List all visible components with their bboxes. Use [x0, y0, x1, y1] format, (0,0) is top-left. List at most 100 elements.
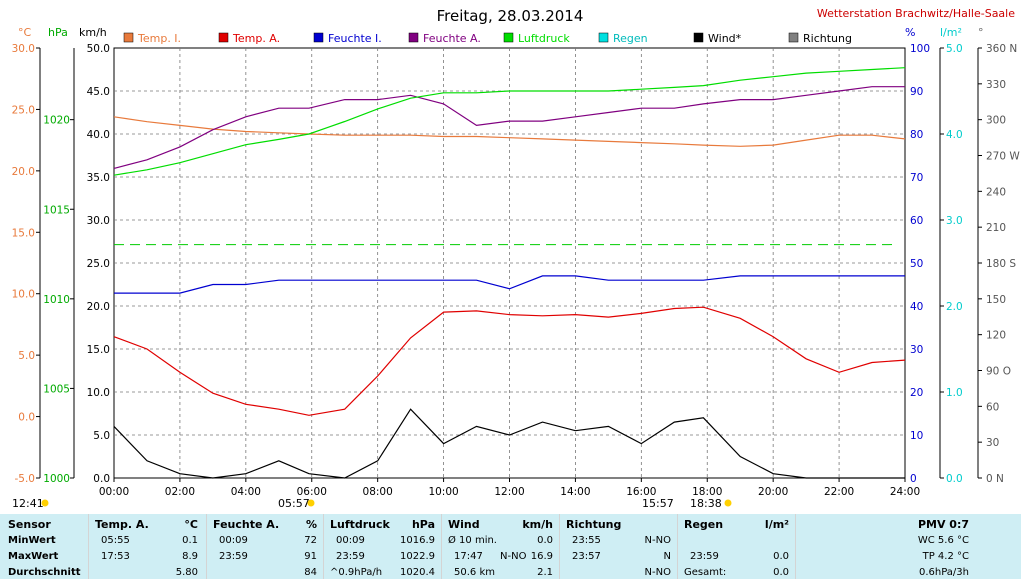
sunrise-time: 05:57	[278, 497, 310, 510]
wind-tick-label: 30.0	[87, 215, 110, 227]
dir-row3-val: N-NO	[644, 567, 671, 578]
dir-row1-val: N-NO	[644, 535, 671, 546]
wind-tick-label: 5.0	[93, 430, 110, 442]
rain-tick-label: 2.0	[946, 301, 963, 313]
hum-tick-label: 10	[910, 430, 923, 442]
press-max-val: 1022.9	[400, 551, 435, 562]
legend-label-6: Wind*	[708, 32, 742, 45]
press-min-time: 00:09	[336, 535, 365, 546]
time-tick-label: 14:00	[560, 486, 590, 498]
station-name: Wetterstation Brachwitz/Halle-Saale	[817, 7, 1015, 20]
hum-tick-label: 100	[910, 43, 930, 55]
temp-unit: °C	[18, 26, 32, 39]
hum-tick-label: 70	[910, 172, 923, 184]
wind-tick-label: 40.0	[87, 129, 110, 141]
time-tick-label: 04:00	[231, 486, 261, 498]
hum-tick-label: 90	[910, 86, 923, 98]
dir-tick-label: 150	[986, 294, 1006, 306]
temp-min-val: 0.1	[182, 535, 198, 546]
temp-tick-label: -5.0	[15, 473, 36, 485]
hum-tick-label: 20	[910, 387, 923, 399]
press-unit: hPa	[48, 26, 68, 39]
legend-label-7: Richtung	[803, 32, 852, 45]
temp-tick-label: 10.0	[12, 289, 35, 301]
rain-row2-val: 0.0	[773, 551, 789, 562]
time-left: 12:41	[12, 497, 44, 510]
wind-distance: 50.6 km	[454, 567, 495, 578]
time-tick-label: 20:00	[758, 486, 788, 498]
legend-label-5: Regen	[613, 32, 648, 45]
press-tick-label: 1020	[43, 115, 70, 127]
dir-tick-label: 120	[986, 330, 1006, 342]
temp-footer-unit: °C	[184, 518, 198, 531]
temp-title: Temp. A.	[95, 518, 149, 531]
dir-tick-label: 240	[986, 186, 1006, 198]
wind-tick-label: 20.0	[87, 301, 110, 313]
dir-row2-time: 23:57	[572, 551, 601, 562]
dir-block: Richtung 23:55 N-NO 23:57 N N-NO	[560, 514, 677, 579]
dir-tick-label: 300	[986, 115, 1006, 127]
series-line-5	[113, 408, 905, 479]
time-tick-label: 08:00	[363, 486, 393, 498]
dir-row2-val: N	[663, 551, 671, 562]
dir-tick-label: 0 N	[986, 473, 1004, 485]
dir-tick-label: 270 W	[986, 151, 1020, 163]
hum-tick-label: 30	[910, 344, 923, 356]
pmv-block: PMV 0:7 WC 5.6 °C TP 4.2 °C 0.6hPa/3h	[796, 514, 1021, 579]
press-avg-val: 1020.4	[400, 567, 435, 578]
wind-unit: km/h	[79, 26, 107, 39]
legend: Temp. I. Temp. A. Feuchte I. Feuchte A. Luft…	[123, 32, 852, 45]
sunset-icon	[724, 499, 732, 507]
legend-swatch-4	[503, 32, 514, 43]
wind-max-val: 16.9	[530, 551, 553, 562]
row-label-avg: Durchschnitt	[8, 567, 81, 578]
row-label-max: MaxWert	[8, 551, 59, 562]
hum-tick-label: 60	[910, 215, 923, 227]
time-tick-label: 18:00	[692, 486, 722, 498]
sun-icon-left	[41, 499, 49, 507]
wind-tick-label: 25.0	[87, 258, 110, 270]
hum-block: Feuchte A. % 00:09 72 23:59 91 84	[207, 514, 323, 579]
temp-block: Temp. A. °C 05:55 0.1 17:53 8.9 5.80	[89, 514, 206, 579]
chart-title: Freitag, 28.03.2014	[437, 7, 584, 25]
wind-avg10-label: Ø 10 min.	[448, 535, 497, 546]
x-axis: 00:00 02:00 04:00 06:00 08:00 10:00 12:00 14:00…	[99, 478, 920, 498]
time-tick-label: 22:00	[824, 486, 854, 498]
temp-max-time: 17:53	[101, 551, 130, 562]
pmv-wc: WC 5.6 °C	[917, 535, 969, 546]
temp-tick-label: 0.0	[18, 412, 35, 424]
rain-title: Regen	[684, 518, 724, 531]
wind-tick-label: 35.0	[87, 172, 110, 184]
time-tick-label: 24:00	[890, 486, 920, 498]
temp-tick-label: 5.0	[18, 350, 35, 362]
hum-tick-label: 80	[910, 129, 923, 141]
dir-tick-label: 330	[986, 79, 1006, 91]
sensor-block: Sensor MinWert MaxWert Durchschnitt	[0, 514, 88, 579]
rain-tick-label: 0.0	[946, 473, 963, 485]
temp-tick-label: 30.0	[12, 43, 35, 55]
temp-avg-val: 5.80	[175, 567, 198, 578]
rain-tick-label: 5.0	[946, 43, 963, 55]
dir-tick-label: 180 S	[986, 258, 1016, 270]
legend-swatch-5	[598, 32, 609, 43]
hum-max-val: 91	[304, 551, 317, 562]
dir-unit: °	[978, 26, 984, 39]
wind-footer-unit: km/h	[522, 518, 553, 531]
legend-swatch-0	[123, 32, 134, 43]
rain-tick-label: 1.0	[946, 387, 963, 399]
wind-tick-label: 45.0	[87, 86, 110, 98]
press-block: Luftdruck hPa 00:09 1016.9 23:59 1022.9 …	[324, 514, 441, 579]
wind-max-time: 17:47	[454, 551, 483, 562]
wind-avg-val: 2.1	[537, 567, 553, 578]
rain-block: Regen l/m² 23:59 0.0 Gesamt: 0.0	[678, 514, 795, 579]
series-line-4	[113, 67, 906, 176]
rain-tick-label: 3.0	[946, 215, 963, 227]
series-layer	[113, 67, 906, 479]
sensor-title: Sensor	[8, 518, 51, 531]
dir-row1-time: 23:55	[572, 535, 601, 546]
dir-tick-label: 30	[986, 437, 999, 449]
dir-tick-label: 60	[986, 401, 999, 413]
rain-total-val: 0.0	[773, 567, 789, 578]
hum-min-time: 00:09	[219, 535, 248, 546]
press-max-time: 23:59	[336, 551, 365, 562]
